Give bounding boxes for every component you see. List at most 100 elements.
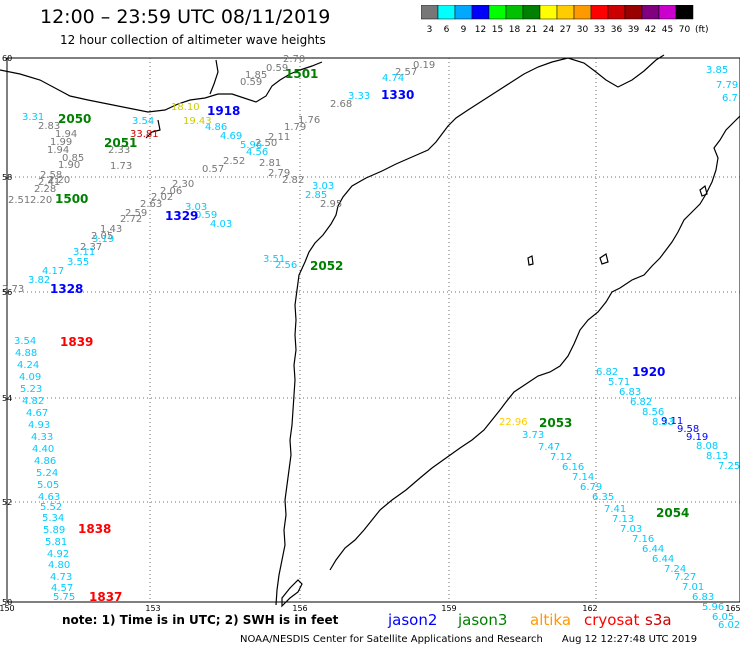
track-time-labels: 1501 1330 2050 1918 2051 1500 1329 2052 1328 1839…: [50, 67, 689, 604]
wave-height-label: 1.90: [58, 160, 80, 171]
wave-height-label: 0.59: [240, 77, 262, 88]
wave-height-label: 2.33: [108, 145, 130, 156]
track-time-label: 1838: [78, 522, 111, 536]
wave-height-label: 4.33: [31, 432, 53, 443]
lon-label: 165: [725, 604, 740, 613]
wave-height-label: 4.17: [42, 266, 64, 277]
wave-height-label: 2.51: [8, 195, 30, 206]
scale-label: 18: [509, 25, 521, 35]
wave-height-label: 3.55: [67, 257, 89, 268]
lat-lon-grid: [6, 57, 740, 603]
wave-height-label: 2.06: [160, 186, 182, 197]
wave-height-label: 4.24: [17, 360, 39, 371]
wave-height-label: 2.05: [91, 231, 113, 242]
wave-height-label: 7.03: [620, 524, 642, 535]
lat-label: 58: [2, 173, 12, 182]
wave-height-label: 0.57: [202, 164, 224, 175]
wave-height-label: 2.11: [268, 132, 290, 143]
wave-height-label: 5.96: [240, 140, 262, 151]
wave-height-label: 3.85: [706, 65, 728, 76]
wave-height-label: 3.54: [14, 336, 36, 347]
wave-height-label: 5.34: [42, 513, 64, 524]
wave-height-label: 5.71: [608, 377, 630, 388]
wave-height-label: 2.70: [283, 54, 305, 65]
scale-label: 70: [679, 25, 691, 35]
wave-height-label: 5.52: [40, 502, 62, 513]
wave-height-label: 8.13: [706, 451, 728, 462]
wave-height-label: 6.83: [619, 387, 641, 398]
lat-label: 50: [2, 598, 12, 607]
wave-height-label: 7.13: [612, 514, 634, 525]
wave-height-label: 1.94: [47, 145, 69, 156]
wave-height-label: 2.56: [275, 260, 297, 271]
wave-height-label: 5.89: [43, 525, 65, 536]
footer-credit: NOAA/NESDIS Center for Satellite Applica…: [240, 634, 698, 645]
wave-height-label: 1.79: [284, 122, 306, 133]
track-time-label: 1918: [207, 104, 240, 118]
wave-height-label: 4.57: [51, 583, 73, 594]
track-time-label: 1329: [165, 209, 198, 223]
lon-label: 150: [0, 604, 15, 613]
track-time-label: 2050: [58, 112, 91, 126]
wave-height-label: 4.03: [210, 219, 232, 230]
wave-height-label: 2.28: [34, 184, 56, 195]
wave-height-label: 2.59: [125, 208, 147, 219]
wave-height-label: 2.30: [172, 179, 194, 190]
wave-height-label: 6.44: [652, 554, 674, 565]
track-time-label: 2054: [656, 506, 689, 520]
wave-height-label: 0.59: [266, 63, 288, 74]
scale-label: 15: [492, 25, 503, 35]
wave-height-label: 2.79: [268, 168, 290, 179]
wave-height-label: 2.83: [38, 121, 60, 132]
wave-height-label: 1.94: [55, 129, 77, 140]
wave-height-label: 3.03: [185, 202, 207, 213]
wave-height-label: 3.33: [348, 91, 370, 102]
wave-height-label: 2.20: [30, 195, 52, 206]
wave-height-label: 2.52: [223, 156, 245, 167]
satellite-legend-cryosat: cryosat: [584, 611, 639, 629]
track-time-label: 1328: [50, 282, 83, 296]
wave-height-label: 6.02: [718, 620, 740, 631]
scale-label: 36: [611, 25, 623, 35]
track-time-label: 2051: [104, 136, 137, 150]
wave-height-label: 4.88: [15, 348, 37, 359]
track-time-label: 2053: [539, 416, 572, 430]
track-time-label: 1837: [89, 590, 122, 604]
wave-height-label: 4.86: [34, 456, 56, 467]
wave-height-label: 1.43: [100, 224, 122, 235]
wave-height-label: 2.41: [38, 177, 60, 188]
wave-height-label: 18.10: [171, 102, 200, 113]
wave-height-label: 6.79: [580, 482, 602, 493]
wave-height-label: 3.19: [92, 234, 114, 245]
wave-height-label: 3.51: [263, 254, 285, 265]
scale-label: 3: [427, 25, 433, 35]
wave-height-label: 4.40: [32, 444, 54, 455]
wave-height-label: 1.85: [245, 70, 267, 81]
wave-height-label: 6.44: [642, 544, 664, 555]
wave-height-label: 5.75: [53, 592, 75, 603]
track-time-label: 1839: [60, 335, 93, 349]
wave-height-label: 2.73: [2, 284, 24, 295]
scale-label: 21: [526, 25, 537, 35]
wave-height-color-scale: 3 6 9 12 15 18 21 24 27 30 33 36 39 42 45 70 (ft): [421, 5, 709, 35]
wave-height-label: 1.76: [298, 115, 320, 126]
wave-height-label: 2.95: [320, 199, 342, 210]
wave-height-label: 4.73: [50, 572, 72, 583]
wave-height-label: 5.81: [45, 537, 67, 548]
wave-height-label: 4.92: [47, 549, 69, 560]
scale-label: 27: [560, 25, 571, 35]
wave-height-label: 3.82: [28, 275, 50, 286]
wave-height-label: 5.96: [702, 602, 724, 613]
lon-label: 153: [145, 604, 160, 613]
scale-label: 6: [444, 25, 450, 35]
wave-height-label: 2.82: [282, 175, 304, 186]
footer-note: note: 1) Time is in UTC; 2) SWH is in fe…: [62, 611, 672, 629]
map-subtitle: 12 hour collection of altimeter wave hei…: [60, 33, 326, 47]
altimeter-tracks: 0.192.572.700.591.850.592.681.761.792.11…: [2, 54, 740, 631]
scale-swatch: [675, 5, 694, 20]
wave-height-label: 0.85: [62, 153, 84, 164]
wave-height-label: 5.23: [20, 384, 42, 395]
wave-height-label: 7.79: [716, 80, 738, 91]
wave-height-label: 7.27: [674, 572, 696, 583]
